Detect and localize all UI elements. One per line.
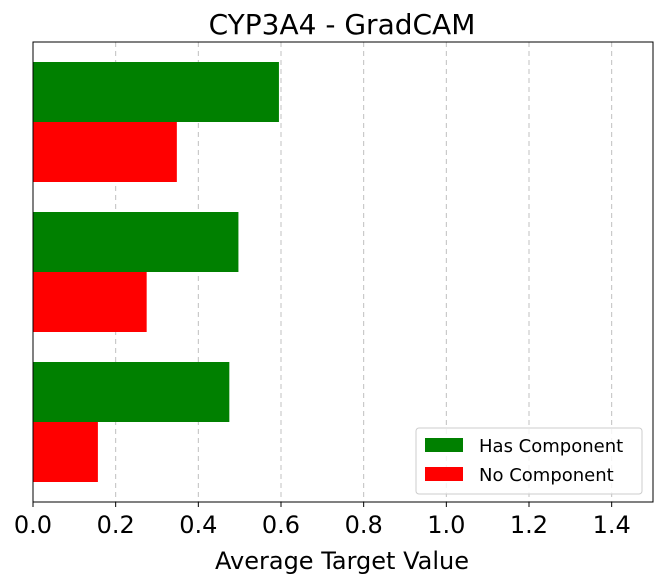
x-tick-label: 0.6 bbox=[262, 511, 300, 539]
legend-label-has-component: Has Component bbox=[479, 436, 623, 457]
x-tick-label: 1.4 bbox=[593, 511, 631, 539]
bar-has-component-2 bbox=[33, 362, 230, 422]
x-axis-label: Average Target Value bbox=[215, 547, 469, 575]
x-tick-label: 0.8 bbox=[345, 511, 383, 539]
bar-has-component-0 bbox=[33, 62, 279, 122]
bar-has-component-1 bbox=[33, 212, 239, 272]
legend-box bbox=[415, 427, 643, 495]
bar-no-component-2 bbox=[33, 422, 98, 482]
x-tick-label: 0.2 bbox=[97, 511, 135, 539]
legend-swatch-no-component bbox=[425, 467, 463, 481]
x-tick-label: 0.0 bbox=[14, 511, 52, 539]
x-tick-label: 0.4 bbox=[179, 511, 217, 539]
bar-no-component-0 bbox=[33, 122, 177, 182]
bars-layer bbox=[33, 62, 279, 482]
chart-title: CYP3A4 - GradCAM bbox=[209, 8, 476, 41]
legend-label-no-component: No Component bbox=[479, 465, 614, 486]
bar-no-component-1 bbox=[33, 272, 147, 332]
x-tick-label: 1.0 bbox=[427, 511, 465, 539]
x-tick-label: 1.2 bbox=[510, 511, 548, 539]
plot-frame bbox=[32, 41, 654, 503]
x-ticks: 0.0 0.2 0.4 0.6 0.8 1.0 1.2 1.4 bbox=[14, 502, 631, 539]
legend: Has Component No Component bbox=[415, 427, 643, 495]
legend-swatch-has-component bbox=[425, 438, 463, 452]
